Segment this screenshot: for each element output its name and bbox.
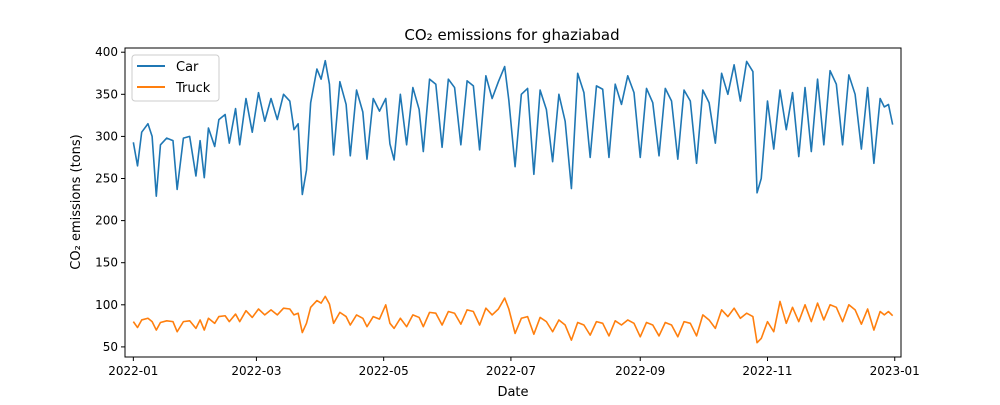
y-tick-label-300: 300 (95, 129, 118, 143)
y-tick-label-400: 400 (95, 45, 118, 59)
y-tick-label-150: 150 (95, 256, 118, 270)
y-tick-label-50: 50 (103, 340, 118, 354)
y-axis-ticks: 50 100 150 200 250 300 350 400 (95, 45, 125, 354)
series-layer (132, 59, 894, 344)
x-tick-label-2022-05: 2022-05 (359, 364, 409, 378)
x-tick-label-2023-01: 2023-01 (870, 364, 920, 378)
x-tick-label-2022-07: 2022-07 (486, 364, 536, 378)
series-line-car (132, 59, 894, 197)
x-tick-label-2022-01: 2022-01 (108, 364, 158, 378)
x-tick-label-2022-09: 2022-09 (615, 364, 665, 378)
y-tick-label-250: 250 (95, 172, 118, 186)
chart-title: CO₂ emissions for ghaziabad (404, 26, 619, 44)
legend: Car Truck (131, 54, 220, 102)
legend-label-car: Car (176, 60, 199, 75)
y-tick-label-200: 200 (95, 214, 118, 228)
y-axis-label: CO₂ emissions (tons) (69, 134, 84, 269)
x-axis-label: Date (497, 385, 528, 400)
y-tick-label-100: 100 (95, 298, 118, 312)
series-line-truck (132, 295, 894, 344)
legend-label-truck: Truck (175, 81, 211, 96)
x-tick-label-2022-03: 2022-03 (231, 364, 281, 378)
x-axis-ticks: 2022-01 2022-03 2022-05 2022-07 2022-09 2022-… (108, 357, 920, 378)
y-tick-label-350: 350 (95, 87, 118, 101)
x-tick-label-2022-11: 2022-11 (742, 364, 792, 378)
plot-frame (124, 47, 902, 358)
